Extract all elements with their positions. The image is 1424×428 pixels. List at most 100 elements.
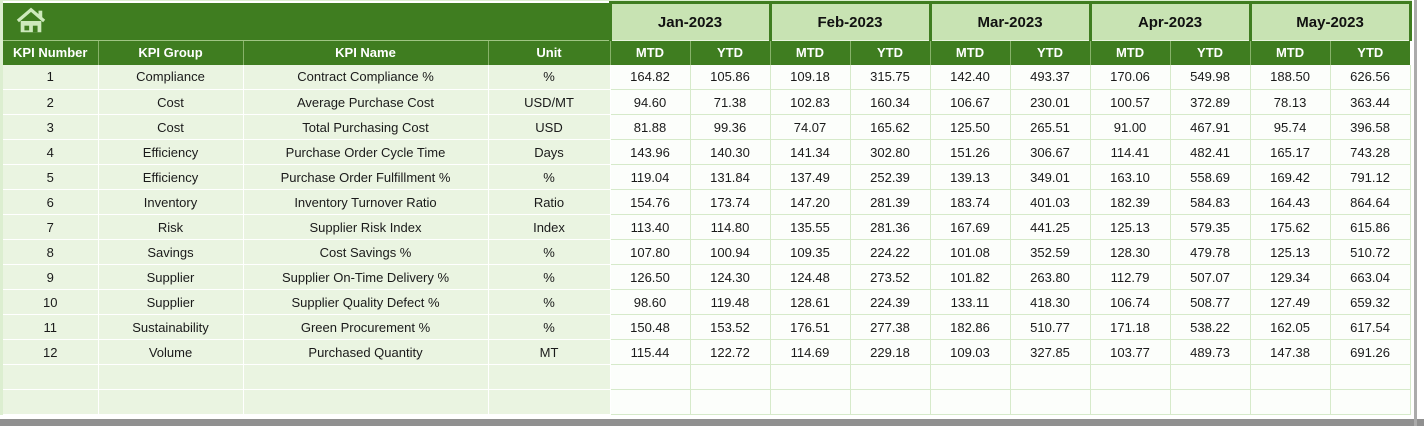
- cell-value[interactable]: 327.85: [1010, 339, 1091, 365]
- cell-value[interactable]: 175.62: [1250, 214, 1331, 240]
- cell-kpi-group[interactable]: [98, 389, 244, 415]
- cell-value[interactable]: 663.04: [1330, 264, 1411, 290]
- cell-value[interactable]: 396.58: [1330, 114, 1411, 140]
- cell-kpi-name[interactable]: Supplier On-Time Delivery %: [243, 264, 489, 290]
- cell-value[interactable]: 115.44: [610, 339, 691, 365]
- cell-value[interactable]: 125.50: [930, 114, 1011, 140]
- cell-value[interactable]: 510.72: [1330, 239, 1411, 265]
- cell-value[interactable]: 252.39: [850, 164, 931, 190]
- cell-kpi-name[interactable]: Average Purchase Cost: [243, 89, 489, 115]
- cell-kpi-name[interactable]: [243, 364, 489, 390]
- cell-value[interactable]: 510.77: [1010, 314, 1091, 340]
- cell-kpi-name[interactable]: Contract Compliance %: [243, 64, 489, 90]
- cell-value[interactable]: 106.74: [1090, 289, 1171, 315]
- cell-value[interactable]: 617.54: [1330, 314, 1411, 340]
- cell-value[interactable]: 124.48: [770, 264, 851, 290]
- cell-value[interactable]: 169.42: [1250, 164, 1331, 190]
- cell-value[interactable]: 109.03: [930, 339, 1011, 365]
- cell-value[interactable]: 100.94: [690, 239, 771, 265]
- cell-unit[interactable]: Index: [488, 214, 611, 240]
- cell-value[interactable]: [1010, 364, 1091, 390]
- cell-value[interactable]: [1250, 389, 1331, 415]
- cell-value[interactable]: [1330, 364, 1411, 390]
- cell-kpi-name[interactable]: Total Purchasing Cost: [243, 114, 489, 140]
- cell-value[interactable]: 615.86: [1330, 214, 1411, 240]
- cell-value[interactable]: [1090, 389, 1171, 415]
- cell-value[interactable]: 507.07: [1170, 264, 1251, 290]
- cell-value[interactable]: 147.20: [770, 189, 851, 215]
- cell-kpi-name[interactable]: Inventory Turnover Ratio: [243, 189, 489, 215]
- cell-value[interactable]: 113.40: [610, 214, 691, 240]
- cell-value[interactable]: 558.69: [1170, 164, 1251, 190]
- cell-kpi-group[interactable]: Cost: [98, 89, 244, 115]
- cell-value[interactable]: [1170, 364, 1251, 390]
- cell-value[interactable]: 107.80: [610, 239, 691, 265]
- cell-value[interactable]: 143.96: [610, 139, 691, 165]
- cell-kpi-number[interactable]: 10: [3, 289, 99, 315]
- cell-kpi-number[interactable]: 9: [3, 264, 99, 290]
- cell-value[interactable]: 127.49: [1250, 289, 1331, 315]
- cell-value[interactable]: 122.72: [690, 339, 771, 365]
- cell-value[interactable]: 119.48: [690, 289, 771, 315]
- cell-kpi-group[interactable]: Efficiency: [98, 139, 244, 165]
- cell-value[interactable]: 124.30: [690, 264, 771, 290]
- cell-value[interactable]: [1170, 389, 1251, 415]
- cell-value[interactable]: 109.18: [770, 64, 851, 90]
- cell-kpi-group[interactable]: Inventory: [98, 189, 244, 215]
- cell-value[interactable]: 81.88: [610, 114, 691, 140]
- cell-value[interactable]: 493.37: [1010, 64, 1091, 90]
- cell-value[interactable]: [850, 389, 931, 415]
- cell-unit[interactable]: Days: [488, 139, 611, 165]
- cell-value[interactable]: 171.18: [1090, 314, 1171, 340]
- cell-unit[interactable]: [488, 389, 611, 415]
- cell-value[interactable]: 101.08: [930, 239, 1011, 265]
- cell-value[interactable]: 160.34: [850, 89, 931, 115]
- cell-value[interactable]: 188.50: [1250, 64, 1331, 90]
- cell-value[interactable]: 142.40: [930, 64, 1011, 90]
- cell-value[interactable]: 352.59: [1010, 239, 1091, 265]
- cell-kpi-number[interactable]: 3: [3, 114, 99, 140]
- cell-value[interactable]: 137.49: [770, 164, 851, 190]
- cell-unit[interactable]: Ratio: [488, 189, 611, 215]
- cell-value[interactable]: 165.62: [850, 114, 931, 140]
- cell-value[interactable]: 154.76: [610, 189, 691, 215]
- cell-value[interactable]: 98.60: [610, 289, 691, 315]
- cell-value[interactable]: [1090, 364, 1171, 390]
- cell-value[interactable]: 224.22: [850, 239, 931, 265]
- cell-kpi-group[interactable]: Volume: [98, 339, 244, 365]
- cell-kpi-group[interactable]: Compliance: [98, 64, 244, 90]
- cell-value[interactable]: 162.05: [1250, 314, 1331, 340]
- cell-kpi-number[interactable]: 7: [3, 214, 99, 240]
- cell-value[interactable]: 743.28: [1330, 139, 1411, 165]
- cell-value[interactable]: 164.82: [610, 64, 691, 90]
- cell-kpi-number[interactable]: [3, 389, 99, 415]
- cell-value[interactable]: 74.07: [770, 114, 851, 140]
- cell-value[interactable]: 372.89: [1170, 89, 1251, 115]
- cell-value[interactable]: 125.13: [1090, 214, 1171, 240]
- cell-kpi-group[interactable]: Efficiency: [98, 164, 244, 190]
- cell-value[interactable]: [1250, 364, 1331, 390]
- cell-value[interactable]: 691.26: [1330, 339, 1411, 365]
- cell-unit[interactable]: MT: [488, 339, 611, 365]
- cell-value[interactable]: 626.56: [1330, 64, 1411, 90]
- cell-value[interactable]: 549.98: [1170, 64, 1251, 90]
- cell-value[interactable]: 150.48: [610, 314, 691, 340]
- cell-value[interactable]: 538.22: [1170, 314, 1251, 340]
- cell-unit[interactable]: %: [488, 239, 611, 265]
- cell-kpi-name[interactable]: Green Procurement %: [243, 314, 489, 340]
- cell-kpi-name[interactable]: [243, 389, 489, 415]
- cell-value[interactable]: 128.30: [1090, 239, 1171, 265]
- cell-value[interactable]: 105.86: [690, 64, 771, 90]
- cell-value[interactable]: 78.13: [1250, 89, 1331, 115]
- cell-unit[interactable]: USD: [488, 114, 611, 140]
- cell-kpi-group[interactable]: Cost: [98, 114, 244, 140]
- cell-unit[interactable]: %: [488, 164, 611, 190]
- cell-kpi-group[interactable]: Sustainability: [98, 314, 244, 340]
- cell-value[interactable]: 183.74: [930, 189, 1011, 215]
- cell-value[interactable]: 114.80: [690, 214, 771, 240]
- cell-value[interactable]: 401.03: [1010, 189, 1091, 215]
- cell-value[interactable]: 131.84: [690, 164, 771, 190]
- cell-value[interactable]: 482.41: [1170, 139, 1251, 165]
- cell-value[interactable]: 265.51: [1010, 114, 1091, 140]
- cell-value[interactable]: 864.64: [1330, 189, 1411, 215]
